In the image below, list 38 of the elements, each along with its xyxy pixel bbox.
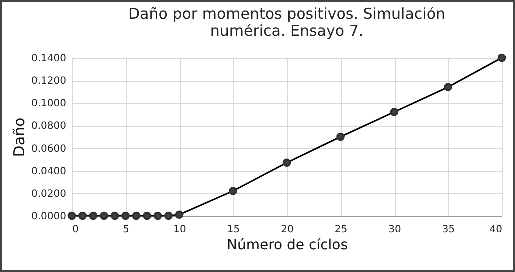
x-tick-label: 40 [490, 224, 502, 236]
x-tick-label: 35 [442, 224, 456, 236]
y-tick-label: 0.0400 [32, 166, 66, 178]
x-tick-label: 10 [174, 224, 186, 236]
point [100, 212, 108, 220]
text: numérica. Ensayo 7. [210, 22, 364, 40]
point [143, 212, 152, 220]
y-tick-label: 0.0200 [32, 188, 66, 200]
y-tick-label: 0.1400 [32, 54, 66, 64]
point [110, 212, 120, 220]
point [154, 212, 162, 220]
y-tick-label: 0.1200 [32, 76, 66, 88]
x-tick-label: 25 [334, 224, 348, 236]
point [122, 212, 130, 220]
x-tick-label: 15 [227, 224, 240, 236]
x-tick-label: 5 [123, 224, 130, 236]
point [282, 158, 292, 168]
point [390, 108, 399, 116]
point [444, 83, 452, 92]
point [498, 54, 506, 62]
point [89, 212, 98, 220]
text: Daño por momentos positivos. Simulación [128, 4, 446, 23]
y-axis-title: Daño [10, 118, 29, 158]
point [132, 212, 141, 220]
point [68, 212, 76, 220]
point [164, 212, 173, 220]
y-tick-label: 0.0000 [32, 212, 66, 222]
x-axis-title: Número de cíclos [226, 238, 348, 254]
point [336, 132, 345, 142]
point [78, 212, 87, 220]
y-tick-label: 0.1000 [32, 98, 66, 110]
y-tick-label: 0.0800 [32, 121, 66, 132]
x-tick-label: 0 [72, 224, 79, 236]
point [229, 187, 238, 196]
x-tick-label: 20 [281, 224, 294, 236]
point [175, 210, 184, 220]
y-tick-label: 0.0600 [32, 144, 66, 155]
x-tick-label: 30 [388, 224, 402, 236]
